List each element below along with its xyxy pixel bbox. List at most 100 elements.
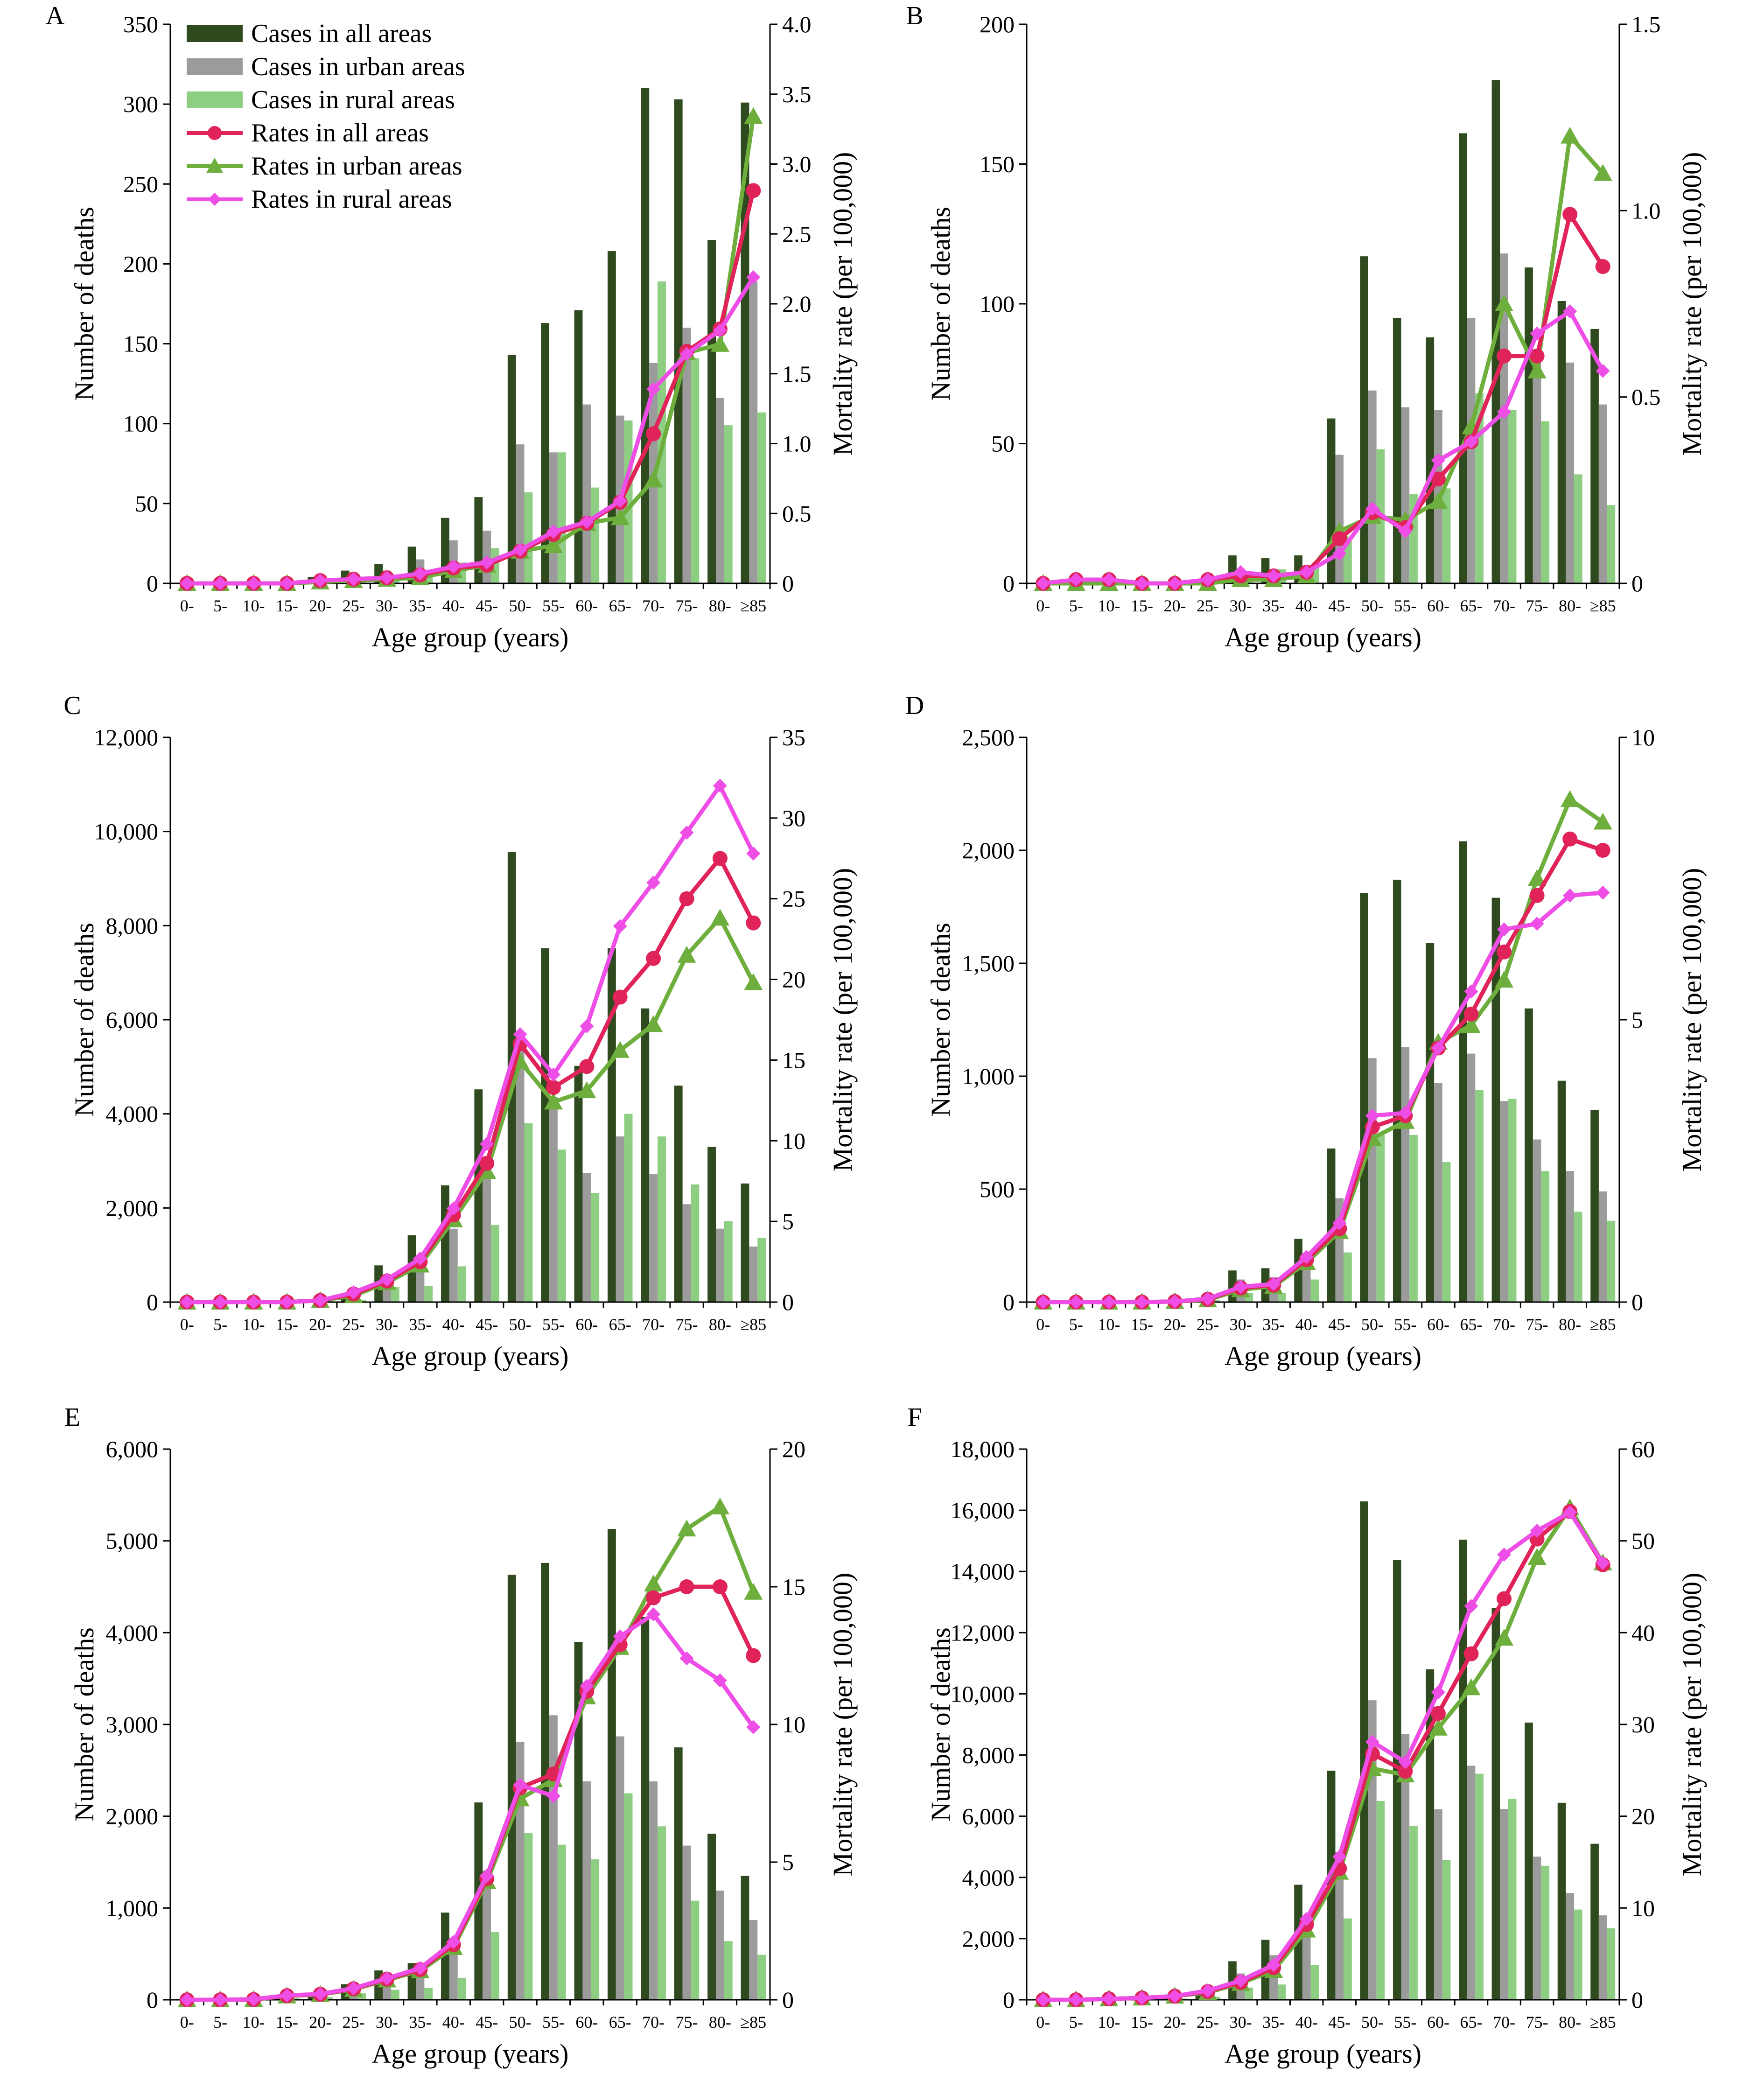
bar-cases-rural [1541,421,1550,583]
x-tick-label: 35- [1262,2013,1285,2032]
marker-rates-rural [1233,1973,1248,1988]
marker-rates-all [546,1080,561,1095]
x-tick-label: 25- [1197,1315,1219,1334]
x-tick-label: 5- [1069,2013,1083,2032]
marker-rates-rural [1036,576,1050,590]
bar-cases-urban [682,328,691,583]
bar-cases-urban [1500,1101,1508,1302]
bar-cases-rural [1310,1279,1319,1302]
x-tick-label: 35- [1262,596,1285,615]
bar-cases-rural [658,1136,666,1302]
x-tick-label: 65- [1460,596,1483,615]
marker-rates-rural [1168,1294,1182,1309]
marker-rates-all [679,891,694,906]
y-axis-label: Number of deaths [925,923,956,1117]
x-tick-label: 15- [276,2013,298,2032]
x-tick-label: 40- [1295,1315,1318,1334]
marker-rates-rural [1332,547,1347,561]
y-tick-label: 16,000 [951,1497,1015,1523]
marker-rates-all [1595,843,1610,858]
legend-label: Cases in urban areas [251,52,465,81]
panel-label: C [63,691,81,720]
marker-rates-rural [613,494,627,508]
x-tick-label: 50- [1361,596,1384,615]
x-tick-label: 50- [509,1315,532,1334]
y2-tick-label: 5 [1631,1007,1643,1033]
bar-cases-rural [1508,410,1517,583]
marker-rates-urban [544,1093,563,1110]
marker-rates-rural [1398,524,1413,539]
bar-cases-rural [1607,1220,1616,1302]
y2-tick-label: 0 [1631,1289,1643,1315]
bar-cases-rural [1376,1801,1385,2000]
marker-rates-all [1529,348,1545,364]
marker-rates-urban [1495,1629,1514,1646]
line-rates-all [1043,837,1604,1304]
marker-rates-rural [1299,1250,1314,1264]
marker-rates-rural [746,846,761,861]
bar-cases-rural [1607,1928,1616,2000]
x-tick-label: ≥85 [1590,1315,1616,1334]
bar-cases-all [574,1065,583,1302]
marker-rates-rural [513,1778,527,1792]
marker-rates-rural [1431,1685,1445,1700]
marker-rates-rural [1069,1295,1083,1309]
x-tick-label: 60- [575,2013,598,2032]
x-tick-label: 25- [343,2013,365,2032]
x-tick-label: 10- [242,2013,265,2032]
marker-rates-rural [280,576,294,590]
x-tick-label: 20- [1164,2013,1186,2032]
marker-rates-rural [1530,917,1544,931]
marker-rates-all [1398,1764,1413,1779]
y-tick-label: 4,000 [106,1101,159,1127]
x-tick-label: 0- [180,1315,194,1334]
marker-rates-all [1463,1006,1479,1022]
marker-rates-urban [744,973,763,990]
y-tick-label: 0 [147,570,158,596]
marker-rates-rural [1201,573,1215,587]
bar-cases-rural [757,412,766,583]
x-tick-label: 50- [509,596,532,615]
panel-label: D [905,691,924,720]
legend-label: Rates in all areas [251,119,429,147]
x-tick-label: 20- [309,1315,331,1334]
y-tick-label: 2,000 [106,1803,159,1829]
marker-rates-rural [1497,922,1512,937]
bar-cases-urban [749,1247,758,1302]
marker-rates-all [579,1059,595,1074]
x-tick-label: 10- [1098,1315,1120,1334]
bar-cases-urban [1467,317,1476,583]
marker-rates-all [1430,471,1446,487]
y2-tick-label: 0.5 [1631,384,1661,410]
bar-cases-urban [1566,1893,1574,2000]
marker-rates-rural [713,1673,727,1688]
y2-tick-label: 15 [782,1047,805,1073]
x-tick-label: 0- [180,596,194,615]
bar-cases-rural [1344,541,1352,583]
bar-cases-all [1360,1501,1369,2000]
line-rates-urban [187,1505,756,2002]
marker-rates-rural [1398,1106,1413,1120]
panel-label: B [906,1,923,30]
marker-rates-rural [213,1993,228,2007]
bar-cases-all [707,1147,716,1302]
bar-cases-rural [691,1184,700,1302]
marker-rates-rural [1431,453,1445,468]
bar-cases-urban [1368,1058,1377,1302]
bar-cases-urban [582,1173,591,1302]
bar-cases-rural [724,425,733,583]
y-tick-label: 12,000 [94,724,159,750]
legend-marker [208,126,222,140]
marker-rates-rural [480,555,494,570]
marker-rates-rural [1201,1291,1215,1306]
marker-rates-rural [1134,576,1149,590]
marker-rates-rural [1332,1850,1347,1864]
bar-cases-rural [1277,1293,1286,1302]
bar-cases-all [541,1563,550,2000]
marker-rates-rural [413,567,427,581]
legend-marker [208,193,221,206]
line-rates-urban [1043,797,1604,1304]
bar-cases-rural [1442,488,1451,583]
y-tick-label: 2,000 [962,1926,1015,1952]
